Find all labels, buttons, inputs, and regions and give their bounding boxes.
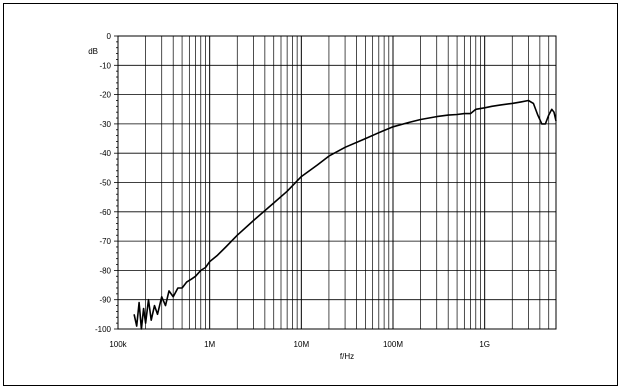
y-tick-label: -80 bbox=[99, 266, 111, 275]
y-tick-label: -70 bbox=[99, 237, 111, 246]
y-tick-label: 0 bbox=[107, 32, 112, 41]
series-group bbox=[133, 99, 557, 330]
plot-area bbox=[117, 35, 557, 330]
x-tick-label: 100M bbox=[383, 340, 403, 349]
y-tick-label: -100 bbox=[95, 325, 112, 334]
x-tick-label: 100k bbox=[109, 340, 127, 349]
y-tick-label: -30 bbox=[99, 120, 111, 129]
x-tick-labels: 100k 1M 10M 100M 1G bbox=[109, 340, 490, 349]
y-tick-labels: 0 -10 -20 -30 -40 -50 -60 -70 -80 -90 -100 bbox=[95, 32, 112, 334]
x-axis-label: f/Hz bbox=[340, 352, 354, 361]
x-tick-label: 1G bbox=[479, 340, 490, 349]
y-tick-label: -10 bbox=[99, 61, 111, 70]
frequency-response-chart: 0-10-20-30-40-50-60-70-80-90-100 100k 1M 1… bbox=[88, 32, 557, 361]
x-tick-label: 1M bbox=[204, 340, 215, 349]
y-tick-label: -20 bbox=[99, 91, 111, 100]
axis-ticks bbox=[114, 35, 118, 330]
y-tick-label: -60 bbox=[99, 208, 111, 217]
y-tick-label: -40 bbox=[99, 149, 111, 158]
chart-frame: 0 -10 -20 -30 -40 -50 -60 -70 -80 -90 -100 100k 1M 1… bbox=[3, 3, 618, 386]
series-line bbox=[133, 99, 557, 330]
y-tick-label: -50 bbox=[99, 179, 111, 188]
x-tick-label: 10M bbox=[294, 340, 310, 349]
y-tick-label: -90 bbox=[99, 296, 111, 305]
y-axis-label: dB bbox=[88, 47, 98, 56]
